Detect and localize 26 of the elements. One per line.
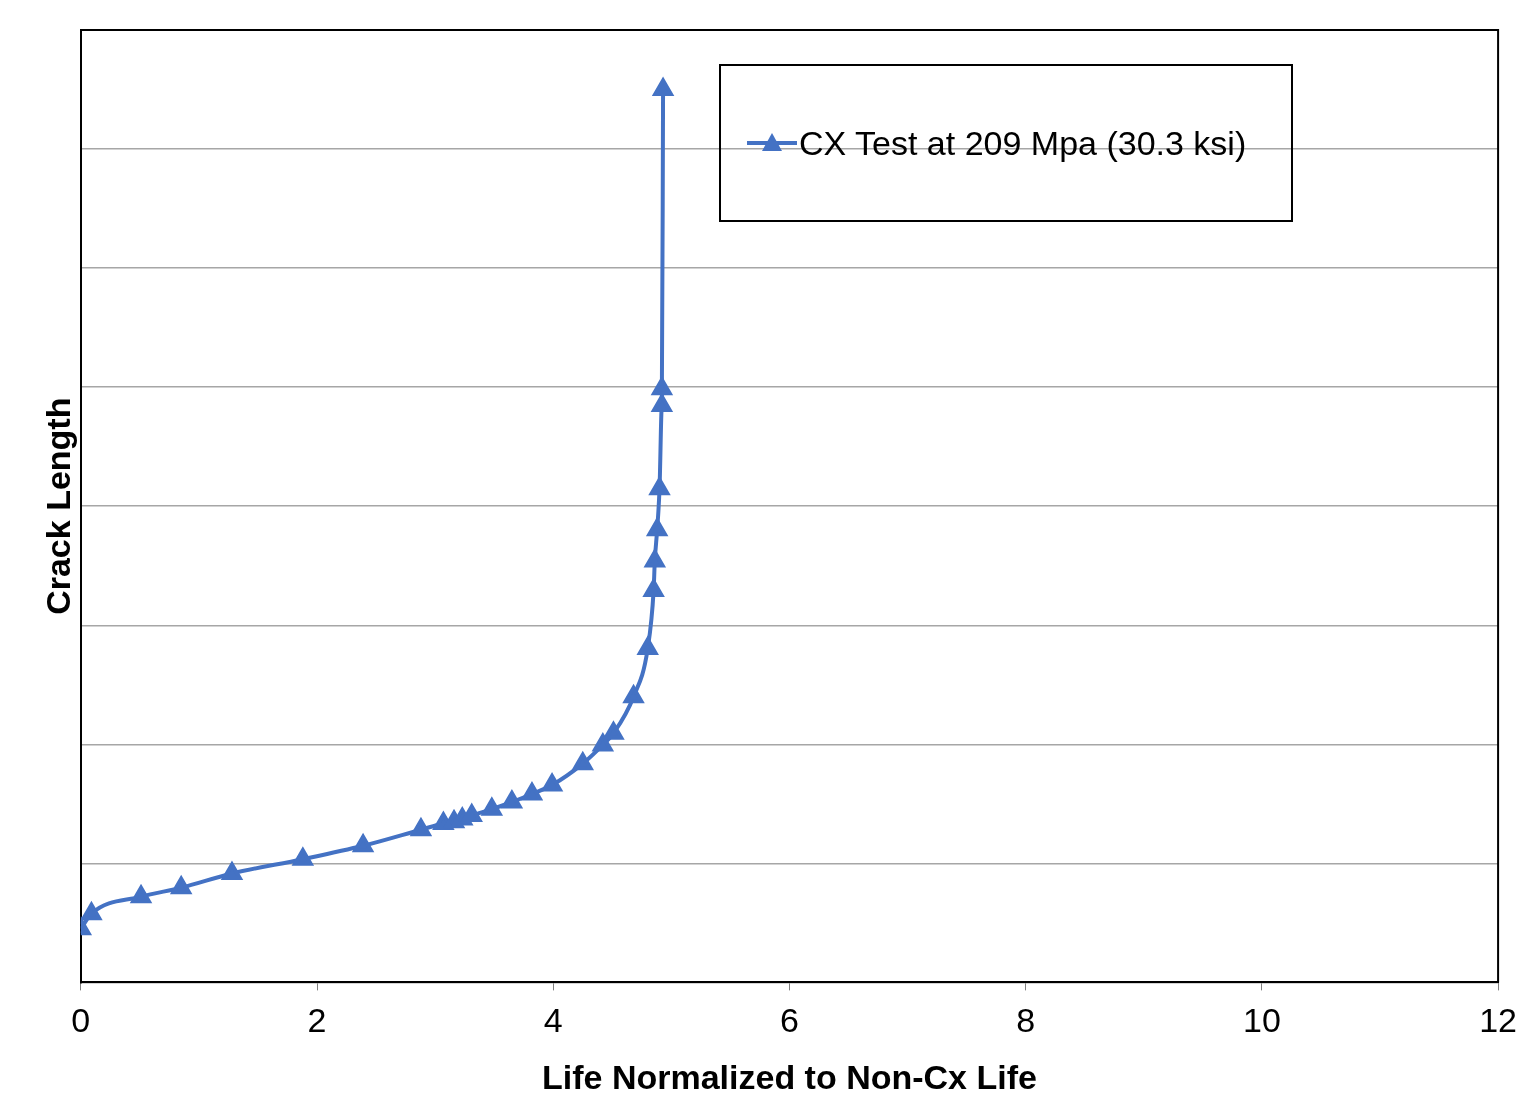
y-axis-title: Crack Length — [38, 397, 77, 615]
x-tick-label: 6 — [779, 1001, 799, 1040]
x-tick-label: 12 — [1479, 1001, 1517, 1040]
point — [293, 848, 313, 866]
point — [649, 477, 670, 496]
point — [647, 518, 667, 537]
point — [131, 885, 151, 904]
x-tick-label: 8 — [1016, 1001, 1036, 1040]
x-axis-title: Life Normalized to Non-Cx Life — [541, 1057, 1037, 1096]
point — [522, 783, 542, 801]
point — [593, 733, 613, 752]
point — [502, 791, 522, 809]
point — [645, 549, 665, 568]
point — [643, 579, 664, 597]
point — [603, 722, 624, 740]
x-tick-label: 10 — [1242, 1001, 1281, 1040]
x-tick-label: 4 — [543, 1001, 563, 1040]
x-tick-label: 0 — [71, 1001, 91, 1040]
point — [637, 637, 658, 655]
point — [542, 774, 562, 792]
point — [652, 377, 672, 396]
point — [482, 798, 502, 816]
point — [222, 862, 242, 880]
x-tick-label: 2 — [307, 1001, 327, 1040]
legend-label: CX Test at 209 Mpa (30.3 ksi) — [799, 123, 1247, 163]
point — [652, 394, 672, 413]
